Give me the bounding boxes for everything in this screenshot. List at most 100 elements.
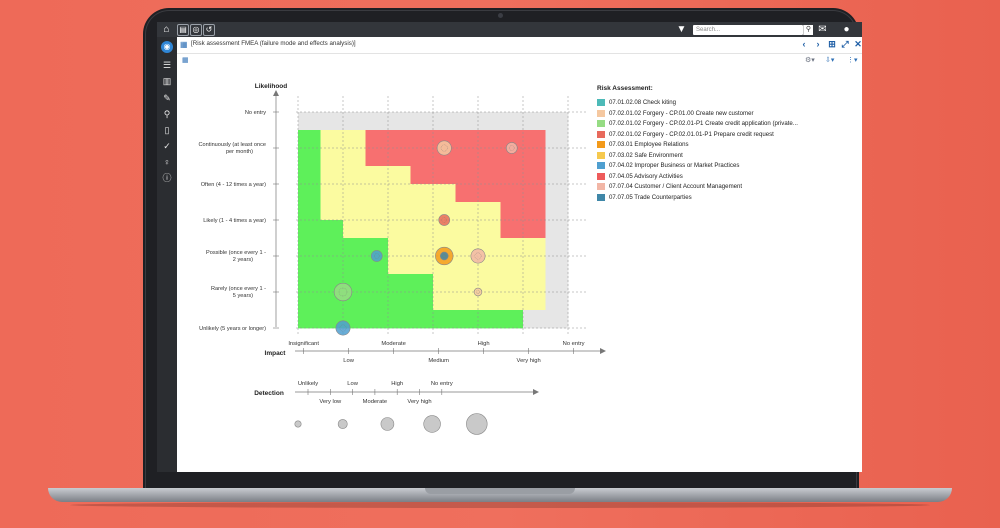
book-icon[interactable]: ▥ — [162, 76, 172, 86]
risk-point — [473, 287, 483, 297]
matrix-cell — [455, 310, 479, 329]
matrix-cell — [410, 256, 434, 275]
matrix-cell — [433, 220, 456, 239]
risk-matrix-chart: Likelihood Impact Detection No entry Cont… — [199, 83, 606, 435]
legend-item[interactable]: 07.03.01 Employee Relations — [597, 140, 689, 151]
risk-point — [370, 250, 383, 262]
matrix-cell — [388, 292, 411, 311]
matrix-cell — [365, 202, 389, 221]
pencil-icon[interactable]: ✎ — [163, 93, 171, 103]
chat-icon[interactable]: ✉ — [818, 24, 827, 35]
legend-swatch — [597, 151, 605, 159]
user-icon[interactable]: ● — [843, 24, 850, 35]
legend-item[interactable]: 07.04.05 Advisory Activities — [597, 172, 683, 183]
search-list-icon[interactable]: ☰ — [162, 60, 172, 70]
matrix-cell — [410, 292, 434, 311]
matrix-cell — [365, 112, 389, 131]
legend-item[interactable]: 07.02.01.02 Forgery - CP.02.01.01-P1 Pre… — [597, 130, 774, 141]
chevron-left-icon[interactable]: ‹ — [802, 39, 806, 49]
matrix-cell — [455, 148, 479, 167]
matrix-cell — [343, 184, 366, 203]
y-axis-arrow — [273, 90, 279, 96]
matrix-cell — [500, 220, 524, 239]
risk-point-inner — [441, 217, 447, 223]
matrix-cell — [478, 292, 501, 311]
matrix-cell — [365, 256, 389, 275]
lightbulb-icon[interactable]: ♀ — [163, 157, 171, 167]
matrix-cell — [365, 274, 389, 293]
detection-tick-label-bottom: Very low — [319, 399, 342, 405]
legend-label: 07.04.02 Improper Business or Market Pra… — [609, 162, 740, 169]
laptop-notch — [425, 488, 575, 494]
matrix-cell — [343, 166, 366, 185]
matrix-cell — [298, 310, 321, 329]
more-icon[interactable]: ⋮▾ — [847, 57, 858, 64]
legend-item[interactable]: 07.07.04 Customer / Client Account Manag… — [597, 182, 742, 193]
matrix-cell — [500, 130, 524, 149]
matrix-cell — [545, 310, 569, 329]
legend-title: Risk Assessment: — [597, 85, 653, 92]
info-icon[interactable]: ⓘ — [162, 173, 172, 183]
matrix-cell — [523, 166, 546, 185]
matrix-cell — [455, 292, 479, 311]
matrix-cell — [365, 292, 389, 311]
download-icon[interactable]: ⇩▾ — [825, 57, 835, 64]
legend-swatch — [597, 162, 605, 169]
matrix-cell — [320, 220, 344, 239]
matrix-cell — [320, 202, 344, 221]
chevron-right-icon[interactable]: › — [816, 39, 820, 49]
eye-icon[interactable]: ◉ — [161, 41, 173, 53]
close-icon[interactable]: ✕ — [854, 39, 862, 49]
globe-icon[interactable]: ◎ — [190, 24, 202, 36]
matrix-cell — [433, 310, 456, 329]
legend-swatch — [597, 183, 605, 190]
magnifier-icon[interactable]: ⚲ — [163, 109, 171, 119]
detection-size-circle — [466, 413, 488, 435]
matrix-cell — [523, 256, 546, 275]
page-icon[interactable]: ▯ — [164, 125, 170, 135]
view-settings-icon[interactable]: ▦ — [182, 57, 189, 64]
expand-icon[interactable]: ⤢ — [841, 39, 849, 49]
x-tick-label-top: Moderate — [381, 341, 406, 347]
search-icon[interactable]: ⚲ — [803, 25, 813, 35]
matrix-cell — [365, 220, 389, 239]
risk-point — [505, 142, 518, 154]
y-axis-label: Likelihood — [255, 83, 288, 90]
legend-item[interactable]: 07.01.02.08 Check kiting — [597, 98, 676, 109]
search-input[interactable]: Search... — [693, 25, 803, 35]
matrix-cell — [455, 184, 479, 203]
filter-icon[interactable]: ▼ — [676, 24, 687, 35]
matrix-cell — [433, 274, 456, 293]
legend-swatch — [597, 130, 605, 138]
document-icon[interactable]: ▤ — [177, 24, 189, 36]
matrix-cell — [455, 202, 479, 221]
legend-item[interactable]: 07.02.01.02 Forgery - CP.02.01-P1 Create… — [597, 119, 798, 130]
camera — [498, 13, 503, 18]
legend-item[interactable]: 07.04.02 Improper Business or Market Pra… — [597, 161, 739, 172]
matrix-cell — [410, 274, 434, 293]
legend-item[interactable]: 07.07.05 Trade Counterparties — [597, 193, 692, 204]
legend-label: 07.07.05 Trade Counterparties — [609, 193, 692, 201]
matrix-cell — [298, 292, 321, 311]
matrix-cell — [500, 238, 524, 257]
matrix-cell — [433, 166, 456, 185]
y-tick-labels: No entry Continuously (at least once per m… — [199, 110, 279, 332]
legend-swatch — [597, 99, 605, 106]
y-tick-label: Often (4 - 12 times a year) — [201, 182, 266, 188]
matrix-cell — [545, 166, 569, 185]
matrix-cell — [320, 112, 344, 131]
hierarchy-icon[interactable]: ⊞ — [828, 39, 836, 49]
legend-swatch — [597, 120, 605, 127]
detection-axis-arrow — [533, 389, 539, 395]
matrix-cell — [388, 202, 411, 221]
legend-item[interactable]: 07.03.02 Safe Environment — [597, 151, 683, 162]
history-icon[interactable]: ↺ — [203, 24, 215, 36]
detection-tick-label-bottom: Very high — [407, 399, 431, 405]
matrix-cell — [343, 202, 366, 221]
x-tick-label-top: Insignificant — [288, 341, 319, 347]
check-icon[interactable]: ✓ — [163, 141, 171, 151]
home-icon[interactable]: ⌂ — [163, 24, 170, 35]
y-tick-label: No entry — [245, 110, 266, 116]
legend-item[interactable]: 07.02.01.02 Forgery - CP.01.00 Create ne… — [597, 109, 754, 120]
adjust-icon[interactable]: ⚙▾ — [805, 57, 815, 64]
